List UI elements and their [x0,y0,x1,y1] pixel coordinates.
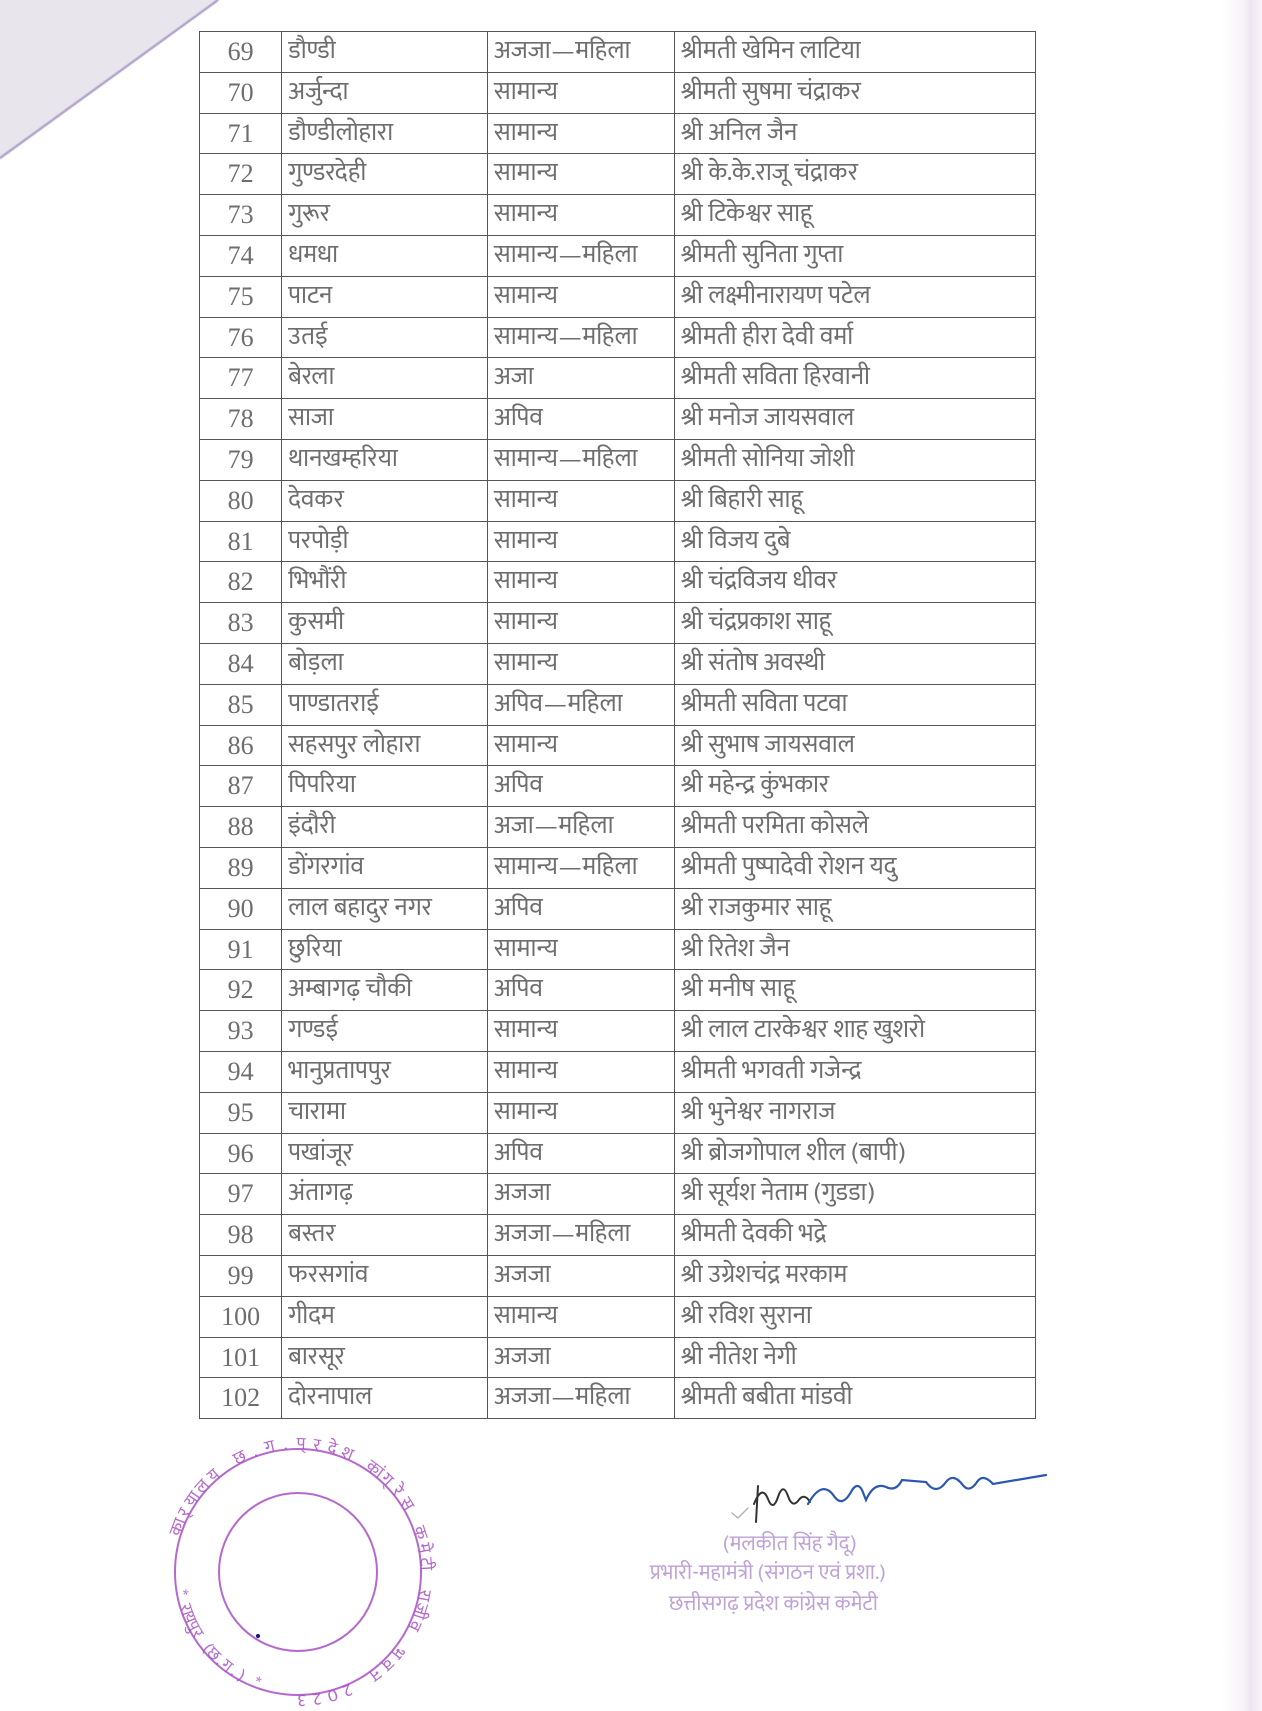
svg-text:श: श [336,1439,358,1470]
svg-text:ग: ग [261,1432,278,1463]
svg-text:.: . [248,1438,262,1467]
svg-text:3: 3 [297,1685,306,1711]
svg-text:0: 0 [324,1679,342,1710]
svg-text:*: * [249,1670,264,1698]
svg-text:.: . [282,1432,289,1460]
svg-text:प्: प् [295,1432,307,1459]
svg-text:2: 2 [338,1675,357,1705]
svg-text:2: 2 [311,1683,324,1711]
svg-text:मे: मे [408,1540,438,1556]
svg-text:र: र [310,1432,323,1461]
svg-text:टी: टी [410,1556,438,1573]
svg-text:*: * [167,1588,196,1599]
